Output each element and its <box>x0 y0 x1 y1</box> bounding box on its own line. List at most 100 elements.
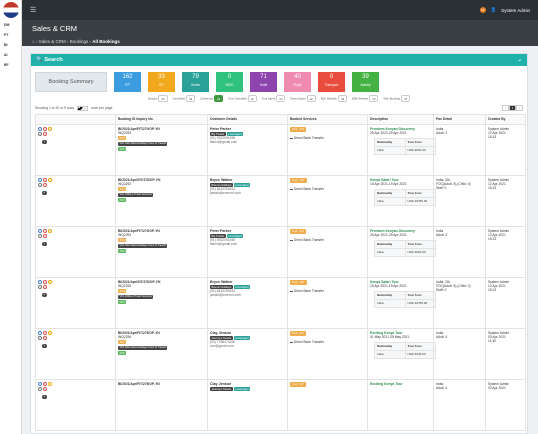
user-name[interactable]: System Admin <box>501 7 530 13</box>
customer-email[interactable]: ceo@gmail.com <box>210 344 234 348</box>
customer-email[interactable]: flaircd@gmail.com <box>210 242 238 246</box>
edit-icon[interactable] <box>48 126 52 131</box>
stat-card[interactable]: 0 MICE <box>216 72 243 92</box>
sidebar-item[interactable]: DM <box>4 23 10 27</box>
view-icon[interactable] <box>38 126 42 131</box>
cancel-icon[interactable] <box>43 131 47 136</box>
inquiry-no[interactable]: INQ2293 <box>118 232 132 237</box>
filter-pill[interactable]: All <box>214 95 224 102</box>
stat-card[interactable]: 0 Transport <box>318 72 345 92</box>
filter-pill[interactable]: All <box>400 95 411 102</box>
user-icon[interactable]: 👤 <box>490 7 497 12</box>
cancel-icon[interactable] <box>43 182 47 187</box>
inquiry-no[interactable]: INQ2292 <box>118 283 132 288</box>
package-name[interactable]: Kenya Safari Tour <box>370 177 399 182</box>
stat-card[interactable]: 39 Activity <box>352 72 379 92</box>
stat-card[interactable]: 33 GIT <box>148 72 175 92</box>
expand-row-icon[interactable]: + <box>42 343 47 348</box>
stat-card[interactable]: 71 Hotel <box>250 72 277 92</box>
stat-card[interactable]: 162 FIT <box>114 72 141 92</box>
expand-row-icon[interactable]: + <box>42 241 47 246</box>
customer-email[interactable]: jamadi@evexon.com <box>210 191 241 195</box>
booking-id-link[interactable]: BI/2021/Apr/GIT/278/OP-YN <box>118 279 161 284</box>
customer-email[interactable]: jamadi@evexon.com <box>210 293 241 297</box>
pdf-icon[interactable] <box>43 279 47 284</box>
breadcrumb-bookings[interactable]: Bookings <box>69 39 89 44</box>
customer-name[interactable]: Clay Jenson <box>210 330 232 335</box>
view-icon[interactable] <box>38 330 42 335</box>
booking-id-link[interactable]: BI/2021/Apr/FIT/270/OP-YN <box>118 126 160 131</box>
pdf-icon[interactable] <box>43 330 47 335</box>
stat-card[interactable]: 79 Series <box>182 72 209 92</box>
page-button-1[interactable]: 1 <box>509 105 516 111</box>
sidebar-item[interactable]: PT <box>4 33 9 37</box>
filter-pill[interactable]: All <box>158 95 168 102</box>
view-icon[interactable] <box>38 381 42 386</box>
package-name[interactable]: Premium Kenyan Discovery <box>370 228 415 233</box>
expand-row-icon[interactable]: + <box>42 139 47 144</box>
package-name[interactable]: Kenya Safari Tour <box>370 279 399 284</box>
edit-icon[interactable] <box>48 279 52 284</box>
edit-icon[interactable] <box>48 228 52 233</box>
package-name[interactable]: Exciting Kenya Tour <box>370 330 403 335</box>
home-icon[interactable]: ⌂ <box>32 39 35 44</box>
inquiry-no[interactable]: INQ2296 <box>118 334 132 339</box>
mail-icon[interactable] <box>38 182 42 187</box>
booking-id-link[interactable]: BI/2021/Apr/GIT/278/OP-YN <box>118 177 161 182</box>
package-name[interactable]: Exciting Kenya Tour <box>370 381 403 386</box>
pdf-icon[interactable] <box>43 381 47 386</box>
brand-logo[interactable] <box>3 2 19 18</box>
mail-icon[interactable] <box>38 233 42 238</box>
chevron-down-icon[interactable]: ⌄ <box>517 57 522 63</box>
search-panel-toggle[interactable]: 🔍 Search ⌄ <box>31 54 527 66</box>
pdf-icon[interactable] <box>43 126 47 131</box>
expand-row-icon[interactable]: + <box>42 394 47 399</box>
pdf-icon[interactable] <box>43 177 47 182</box>
filter-pill[interactable]: All <box>247 95 257 102</box>
edit-icon[interactable] <box>48 330 52 335</box>
view-icon[interactable] <box>38 228 42 233</box>
notification-badge[interactable]: 18 <box>479 7 486 13</box>
sidebar-item[interactable]: BI <box>4 43 8 47</box>
hamburger-menu-icon[interactable]: ☰ <box>30 7 37 14</box>
cancel-icon[interactable] <box>43 233 47 238</box>
customer-name[interactable]: Bryce Walker <box>210 279 233 284</box>
next-page-button[interactable]: › <box>516 105 523 111</box>
per-page-select[interactable]: 20 <box>77 105 89 111</box>
expand-row-icon[interactable]: + <box>42 292 47 297</box>
filter-pill[interactable]: All <box>306 95 316 102</box>
customer-email[interactable]: flaircd@gmail.com <box>210 140 238 144</box>
mail-icon[interactable] <box>38 284 42 289</box>
cancel-icon[interactable] <box>43 335 47 340</box>
filter-pill[interactable]: All <box>369 95 379 102</box>
edit-icon[interactable] <box>48 381 52 386</box>
edit-icon[interactable] <box>48 177 52 182</box>
customer-name[interactable]: Clay Jenson <box>210 381 232 386</box>
filter-pill[interactable]: All <box>338 95 348 102</box>
inquiry-no[interactable]: INQ2293 <box>118 130 132 135</box>
filter-pill[interactable]: All <box>276 95 286 102</box>
expand-row-icon[interactable]: + <box>42 190 47 195</box>
package-name[interactable]: Premium Kenyan Discovery <box>370 126 415 131</box>
booking-id-link[interactable]: BI/2021/Apr/FIT/276/OP-YN <box>118 381 160 386</box>
customer-name[interactable]: Peter Parker <box>210 228 232 233</box>
customer-name[interactable]: Bryce Walker <box>210 177 233 182</box>
view-icon[interactable] <box>38 279 42 284</box>
inquiry-no[interactable]: INQ2292 <box>118 181 132 186</box>
customer-name[interactable]: Peter Parker <box>210 126 232 131</box>
mail-icon[interactable] <box>38 131 42 136</box>
mail-icon[interactable] <box>38 335 42 340</box>
sidebar-item[interactable]: BF <box>4 63 9 67</box>
booking-id-link[interactable]: BI/2021/Apr/FIT/270/OP-YN <box>118 228 160 233</box>
booking-id-link[interactable]: BI/2021/Apr/FIT/276/OP-YN <box>118 330 160 335</box>
pdf-icon[interactable] <box>43 228 47 233</box>
filter-pill[interactable]: All <box>185 95 196 102</box>
cancel-icon[interactable] <box>43 386 47 391</box>
mail-icon[interactable] <box>38 386 42 391</box>
sidebar-item[interactable]: AI <box>4 53 8 57</box>
breadcrumb-sales[interactable]: Sales & CRM <box>38 39 66 44</box>
cancel-icon[interactable] <box>43 284 47 289</box>
stat-card[interactable]: 40 Flight <box>284 72 311 92</box>
view-icon[interactable] <box>38 177 42 182</box>
prev-page-button[interactable]: ‹ <box>502 105 509 111</box>
